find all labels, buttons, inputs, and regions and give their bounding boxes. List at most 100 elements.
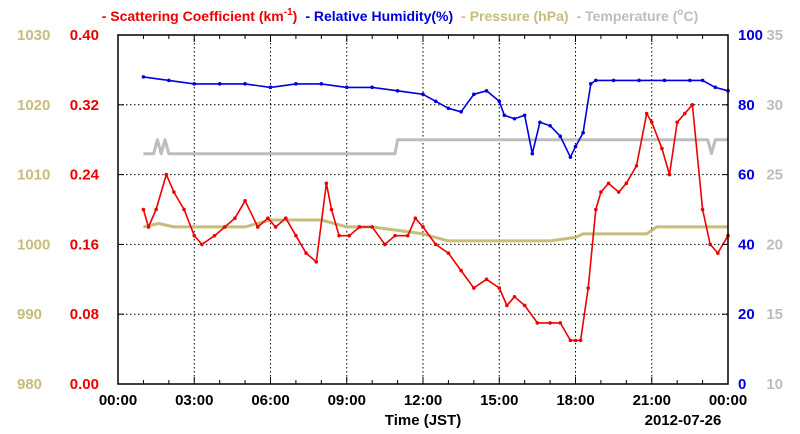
humidity-tick-label: 0 <box>738 376 746 393</box>
scattering-coefficient-point <box>146 225 151 229</box>
scattering-coefficient-point <box>433 242 438 247</box>
scattering-coefficient-point <box>304 251 308 255</box>
temperature-tick-label: 25 <box>766 167 783 184</box>
relative-humidity-point <box>588 82 593 86</box>
relative-humidity-point <box>594 78 598 83</box>
relative-humidity-point <box>459 109 463 114</box>
x-tick-label: 00:00 <box>709 392 747 409</box>
relative-humidity-point <box>573 144 578 149</box>
relative-humidity-point <box>319 82 324 86</box>
relative-humidity-point <box>530 151 535 156</box>
x-tick-label: 15:00 <box>480 392 518 409</box>
pressure-tick-label: 1030 <box>17 27 50 44</box>
relative-humidity-point <box>497 99 502 104</box>
scattering-coefficient-point <box>568 338 573 343</box>
scattering-coefficient-point <box>675 120 679 125</box>
scattering-tick-label: 0.16 <box>70 236 99 253</box>
scattering-coefficient-point <box>512 294 517 299</box>
scattering-coefficient-point <box>200 242 204 247</box>
relative-humidity-point <box>370 85 374 90</box>
scattering-coefficient-point <box>243 198 247 203</box>
scattering-coefficient-point <box>690 103 695 107</box>
x-tick-label: 09:00 <box>328 392 366 409</box>
pressure-tick-label: 1020 <box>17 97 50 114</box>
legend-item-superscript: o <box>677 7 683 18</box>
scattering-coefficient-point <box>233 216 237 221</box>
relative-humidity-point <box>395 89 400 93</box>
scattering-coefficient-point <box>472 286 476 290</box>
relative-humidity-point <box>243 82 247 86</box>
legend-item-label-close: C) <box>684 8 699 24</box>
chart-legend: - Scattering Coefficient (km-1) - Relativ… <box>102 7 699 24</box>
relative-humidity-point <box>581 130 585 135</box>
relative-humidity-point <box>548 123 552 128</box>
humidity-tick-label: 80 <box>738 97 755 114</box>
x-tick-label: 18:00 <box>556 392 594 409</box>
scattering-coefficient-point <box>154 207 158 212</box>
pressure-tick-label: 980 <box>17 376 42 393</box>
pressure-tick-label: 1000 <box>17 236 50 253</box>
relative-humidity-point <box>688 78 692 83</box>
scattering-coefficient-point <box>273 225 278 229</box>
relative-humidity-point <box>522 113 527 118</box>
temperature-tick-label: 15 <box>766 306 783 323</box>
scattering-coefficient-point <box>459 268 463 273</box>
relative-humidity-point <box>472 92 476 97</box>
relative-humidity-point <box>637 78 641 83</box>
scattering-coefficient-point <box>649 120 654 125</box>
relative-humidity-point <box>558 134 563 139</box>
scattering-coefficient-point <box>266 216 270 221</box>
temperature-line <box>143 138 728 156</box>
legend-item-label: - Pressure (hPa) <box>461 8 568 24</box>
scattering-coefficient-point <box>716 251 720 255</box>
scattering-coefficient-point <box>599 190 603 194</box>
temperature-tick-label: 10 <box>766 376 783 393</box>
scattering-coefficient-point <box>606 181 611 186</box>
humidity-tick-label: 100 <box>738 27 763 44</box>
pressure-tick-label: 990 <box>17 306 42 323</box>
scattering-coefficient-point <box>421 225 425 229</box>
chart-series <box>141 75 730 343</box>
legend-item-label: - Scattering Coefficient (km <box>102 8 284 24</box>
x-tick-label: 21:00 <box>633 392 671 409</box>
scattering-coefficient-point <box>535 321 540 325</box>
pressure-line <box>143 218 728 243</box>
humidity-tick-label: 20 <box>738 306 755 323</box>
chart-grid <box>118 35 728 384</box>
scattering-coefficient-point <box>324 181 329 186</box>
scattering-coefficient-point <box>141 207 146 212</box>
scattering-coefficient-point <box>347 233 352 238</box>
temperature-tick-label: 35 <box>766 27 783 44</box>
legend-item-label-close: ) <box>293 8 298 24</box>
scattering-coefficient-point <box>357 225 362 229</box>
scattering-coefficient-point <box>283 216 288 221</box>
x-tick-label: 06:00 <box>251 392 289 409</box>
x-axis: 00:00 03:00 06:00 09:00 12:00 15:00 18:00 21:00… <box>99 35 747 409</box>
pressure-tick-label: 1010 <box>17 167 50 184</box>
scattering-coefficient-point <box>383 242 387 247</box>
scattering-coefficient-point <box>708 242 713 247</box>
scattering-coefficient-point <box>700 207 705 212</box>
scattering-coefficient-point <box>413 216 418 221</box>
relative-humidity-point <box>446 106 451 111</box>
legend-line: - Scattering Coefficient (km-1) - Relativ… <box>102 7 699 24</box>
scattering-tick-label: 0.08 <box>70 306 99 323</box>
scattering-coefficient-point <box>548 321 552 325</box>
legend-item-label: - Relative Humidity(%) <box>305 8 453 24</box>
relative-humidity-point <box>217 82 222 86</box>
relative-humidity-point <box>538 120 542 125</box>
scattering-coefficient-point <box>405 233 410 238</box>
temperature-tick-label: 20 <box>766 236 783 253</box>
scattering-coefficient-point <box>660 146 664 151</box>
scattering-coefficient-point <box>329 207 334 212</box>
scattering-coefficient-point <box>182 207 186 212</box>
relative-humidity-point <box>662 78 667 83</box>
relative-humidity-point <box>421 92 425 97</box>
scattering-coefficient-point <box>164 172 169 177</box>
relative-humidity-point <box>268 85 273 90</box>
scattering-coefficient-point <box>578 338 583 343</box>
scattering-coefficient-point <box>393 233 397 238</box>
x-tick-label: 03:00 <box>175 392 213 409</box>
